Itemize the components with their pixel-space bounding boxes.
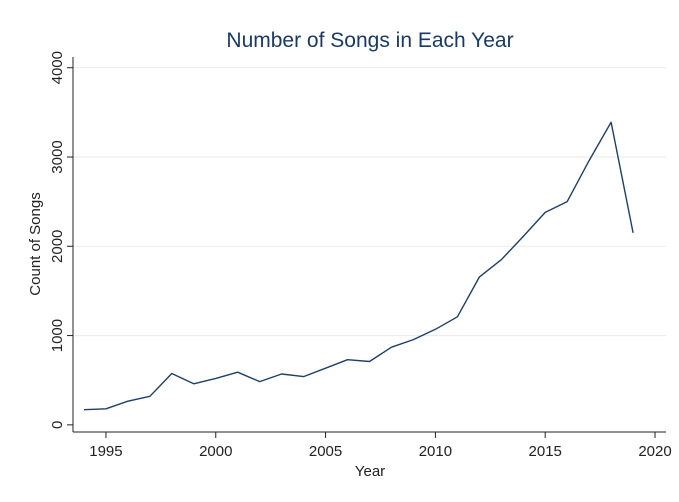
y-tick-label-2000: 2000 [49, 230, 66, 263]
x-tick-label-2000: 2000 [199, 443, 232, 460]
x-tick-label-1995: 1995 [89, 443, 122, 460]
x-axis-title: Year [355, 463, 385, 480]
data-point-2013 [500, 258, 502, 260]
x-tick-label-2005: 2005 [309, 443, 342, 460]
axes: 0 1000 2000 3000 4000 1995 2000 2005 2010 2015 202… [49, 51, 672, 460]
data-point-2012 [478, 276, 480, 278]
data-point-2005 [324, 367, 326, 369]
data-point-2006 [346, 358, 348, 360]
data-point-2004 [302, 375, 304, 377]
series-layer [83, 121, 634, 411]
data-point-1999 [193, 383, 195, 385]
data-point-2015 [544, 211, 546, 213]
x-tick-label-2015: 2015 [529, 443, 562, 460]
y-tick-label-4000: 4000 [49, 51, 66, 84]
data-point-1997 [149, 395, 151, 397]
data-point-2000 [215, 377, 217, 379]
data-point-2017 [588, 159, 590, 161]
data-point-2002 [258, 380, 260, 382]
series-line-0 [83, 121, 634, 411]
data-point-2001 [237, 371, 239, 373]
data-point-1996 [127, 400, 129, 402]
data-point-2018 [610, 121, 612, 123]
data-point-1998 [171, 372, 173, 374]
data-point-2008 [390, 346, 392, 348]
data-point-2011 [456, 316, 458, 318]
data-point-1995 [105, 408, 107, 410]
data-point-1994 [83, 408, 85, 410]
data-point-2016 [566, 200, 568, 202]
y-tick-label-1000: 1000 [49, 319, 66, 352]
y-axis-title: Count of Songs [27, 192, 44, 295]
data-point-2003 [280, 373, 282, 375]
data-point-2007 [368, 360, 370, 362]
data-point-2019 [632, 232, 634, 234]
y-tick-label-0: 0 [49, 421, 66, 429]
data-point-2010 [434, 328, 436, 330]
y-tick-label-3000: 3000 [49, 140, 66, 173]
data-point-2014 [522, 235, 524, 237]
data-point-2009 [412, 338, 414, 340]
chart-title: Number of Songs in Each Year [226, 29, 513, 52]
x-tick-label-2020: 2020 [638, 443, 671, 460]
x-tick-label-2010: 2010 [419, 443, 452, 460]
grid [73, 67, 666, 337]
